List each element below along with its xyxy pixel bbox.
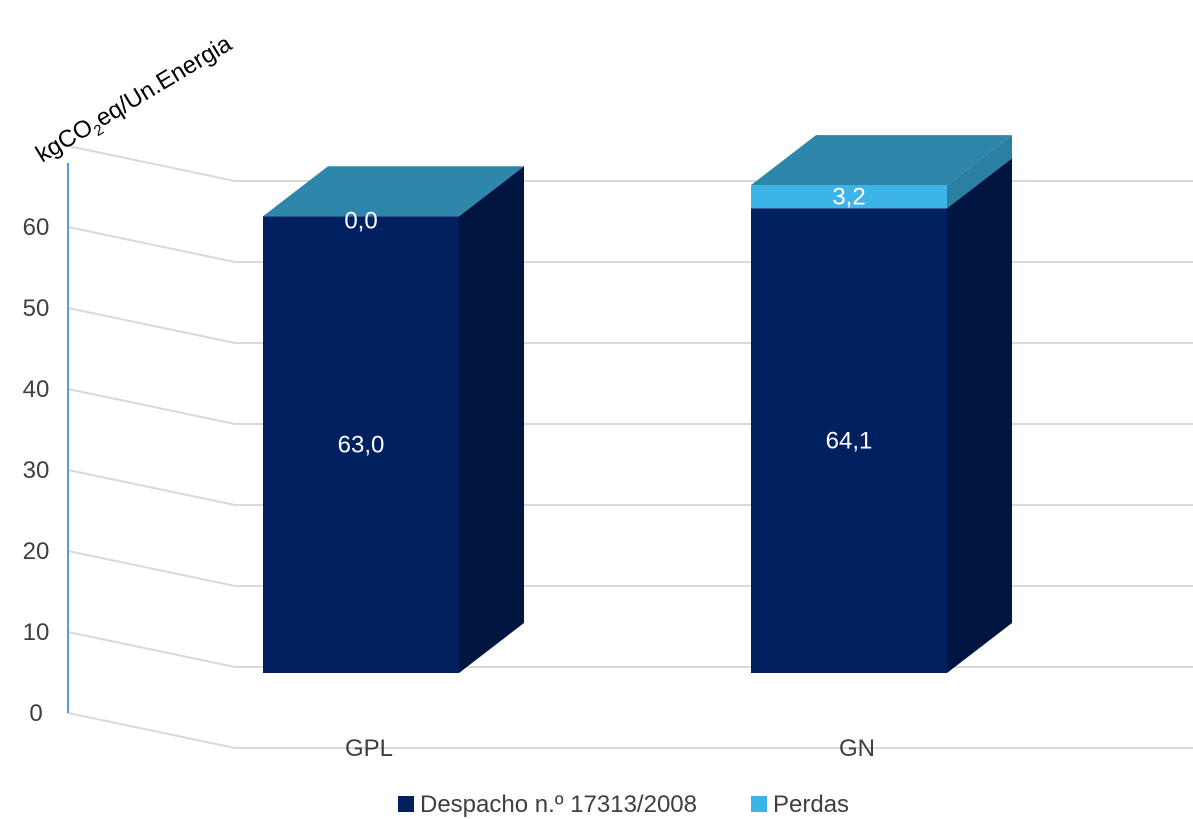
gridline-side-30: [67, 469, 236, 506]
y-axis-ticks: 0 10 20 30 40 50 60: [23, 214, 50, 727]
bars: [263, 135, 1012, 673]
x-axis-categories: GPL GN: [345, 735, 875, 762]
y-tick-label-40: 40: [23, 376, 50, 403]
legend: Despacho n.º 17313/2008 Perdas: [398, 791, 849, 818]
bar-side-gpl-despacho: [459, 166, 524, 673]
data-label-gn-perdas: 3,2: [832, 184, 865, 211]
legend-label-despacho: Despacho n.º 17313/2008: [420, 791, 697, 818]
bar-top-gn: [751, 135, 1012, 186]
gridline-side-60: [67, 226, 236, 263]
gridline-side-20: [67, 550, 236, 587]
gridline-side-40: [67, 388, 236, 425]
y-tick-label-60: 60: [23, 214, 50, 241]
y-tick-label-20: 20: [23, 538, 50, 565]
y-tick-label-0: 0: [29, 700, 42, 727]
legend-label-perdas: Perdas: [773, 791, 849, 818]
gridlines: [67, 145, 1193, 749]
legend-swatch-despacho: [398, 796, 414, 812]
bar-side-gn-despacho: [947, 158, 1012, 673]
gridline-side-70: [67, 145, 236, 182]
legend-swatch-perdas: [751, 796, 767, 812]
x-category-label-gpl: GPL: [345, 735, 393, 762]
y-tick-label-50: 50: [23, 295, 50, 322]
gridline-side-0: [67, 712, 236, 749]
bar-gpl-despacho: [263, 216, 459, 673]
y-tick-label-30: 30: [23, 457, 50, 484]
gridline-side-50: [67, 307, 236, 344]
bar-top-gpl: [263, 166, 524, 217]
y-tick-label-10: 10: [23, 619, 50, 646]
data-label-gpl-despacho: 63,0: [338, 432, 385, 459]
y-axis-title-suffix: eq/Un.Energia: [91, 30, 237, 133]
y-axis-title-prefix: kgCO: [31, 113, 98, 168]
data-label-gn-despacho: 64,1: [826, 428, 873, 455]
data-label-gpl-perdas: 0,0: [344, 207, 377, 234]
data-labels: 63,0 0,0 64,1 3,2: [338, 184, 873, 459]
x-category-label-gn: GN: [839, 735, 875, 762]
gridline-side-10: [67, 631, 236, 668]
y-axis-title: kgCO2eq/Un.Energia: [31, 30, 239, 172]
bar-side-gn-perdas: [947, 135, 1012, 209]
bar-gn-perdas: [751, 185, 947, 209]
bar-gn-despacho: [751, 208, 947, 673]
